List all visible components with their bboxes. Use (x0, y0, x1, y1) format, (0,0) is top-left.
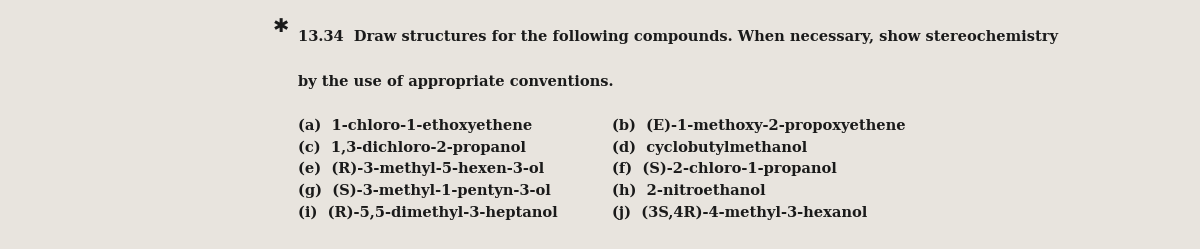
Text: (i)  (R)-5,5-dimethyl-3-heptanol: (i) (R)-5,5-dimethyl-3-heptanol (298, 206, 557, 220)
Text: (e)  (R)-3-methyl-5-hexen-3-ol: (e) (R)-3-methyl-5-hexen-3-ol (298, 162, 544, 177)
Text: (a)  1-chloro-1-ethoxyethene: (a) 1-chloro-1-ethoxyethene (298, 118, 532, 133)
Text: (c)  1,3-dichloro-2-propanol: (c) 1,3-dichloro-2-propanol (298, 140, 526, 155)
Text: ✱: ✱ (272, 17, 289, 36)
Text: (j)  (3S,4R)-4-methyl-3-hexanol: (j) (3S,4R)-4-methyl-3-hexanol (612, 206, 868, 220)
Text: by the use of appropriate conventions.: by the use of appropriate conventions. (298, 75, 613, 89)
Text: (h)  2-nitroethanol: (h) 2-nitroethanol (612, 184, 766, 198)
Text: (g)  (S)-3-methyl-1-pentyn-3-ol: (g) (S)-3-methyl-1-pentyn-3-ol (298, 184, 551, 198)
Text: (b)  (E)-1-methoxy-2-propoxyethene: (b) (E)-1-methoxy-2-propoxyethene (612, 118, 906, 133)
Text: (d)  cyclobutylmethanol: (d) cyclobutylmethanol (612, 140, 808, 155)
Text: 13.34  Draw structures for the following compounds. When necessary, show stereoc: 13.34 Draw structures for the following … (298, 30, 1057, 44)
Text: (f)  (S)-2-chloro-1-propanol: (f) (S)-2-chloro-1-propanol (612, 162, 836, 177)
